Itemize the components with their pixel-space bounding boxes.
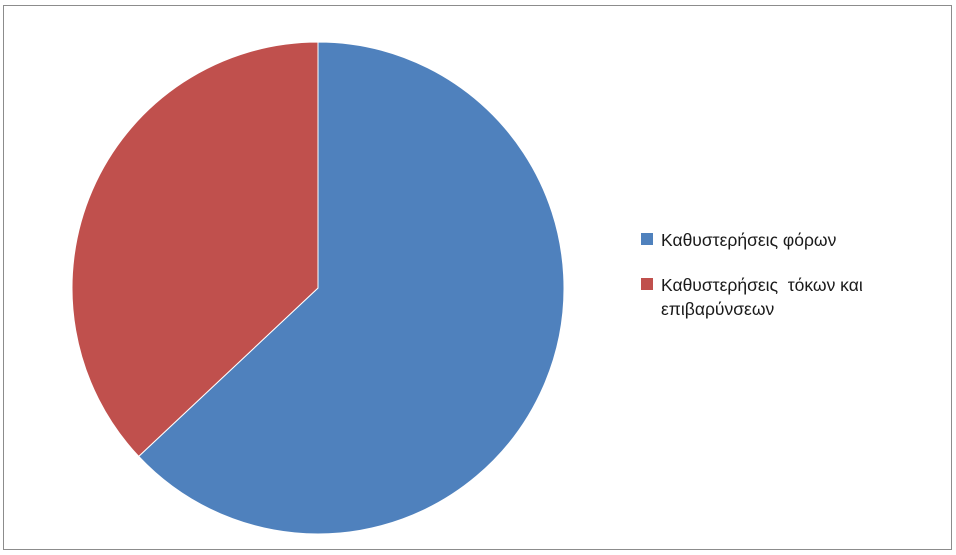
legend-label: Καθυστερήσεις τόκων και επιβαρύνσεων [661,275,868,319]
legend-swatch [641,278,653,290]
legend-swatch [641,233,653,245]
chart-frame: Καθυστερήσεις φόρων Καθυστερήσεις τόκων … [3,5,952,550]
legend-item-tax-arrears: Καθυστερήσεις φόρων [641,228,951,252]
legend: Καθυστερήσεις φόρων Καθυστερήσεις τόκων … [641,228,951,342]
pie-chart [71,41,565,535]
legend-label: Καθυστερήσεις φόρων [661,230,837,250]
pie-slice-1 [71,41,319,458]
pie-slice-0 [137,41,565,535]
legend-item-interest-arrears: Καθυστερήσεις τόκων και επιβαρύνσεων [641,273,951,321]
